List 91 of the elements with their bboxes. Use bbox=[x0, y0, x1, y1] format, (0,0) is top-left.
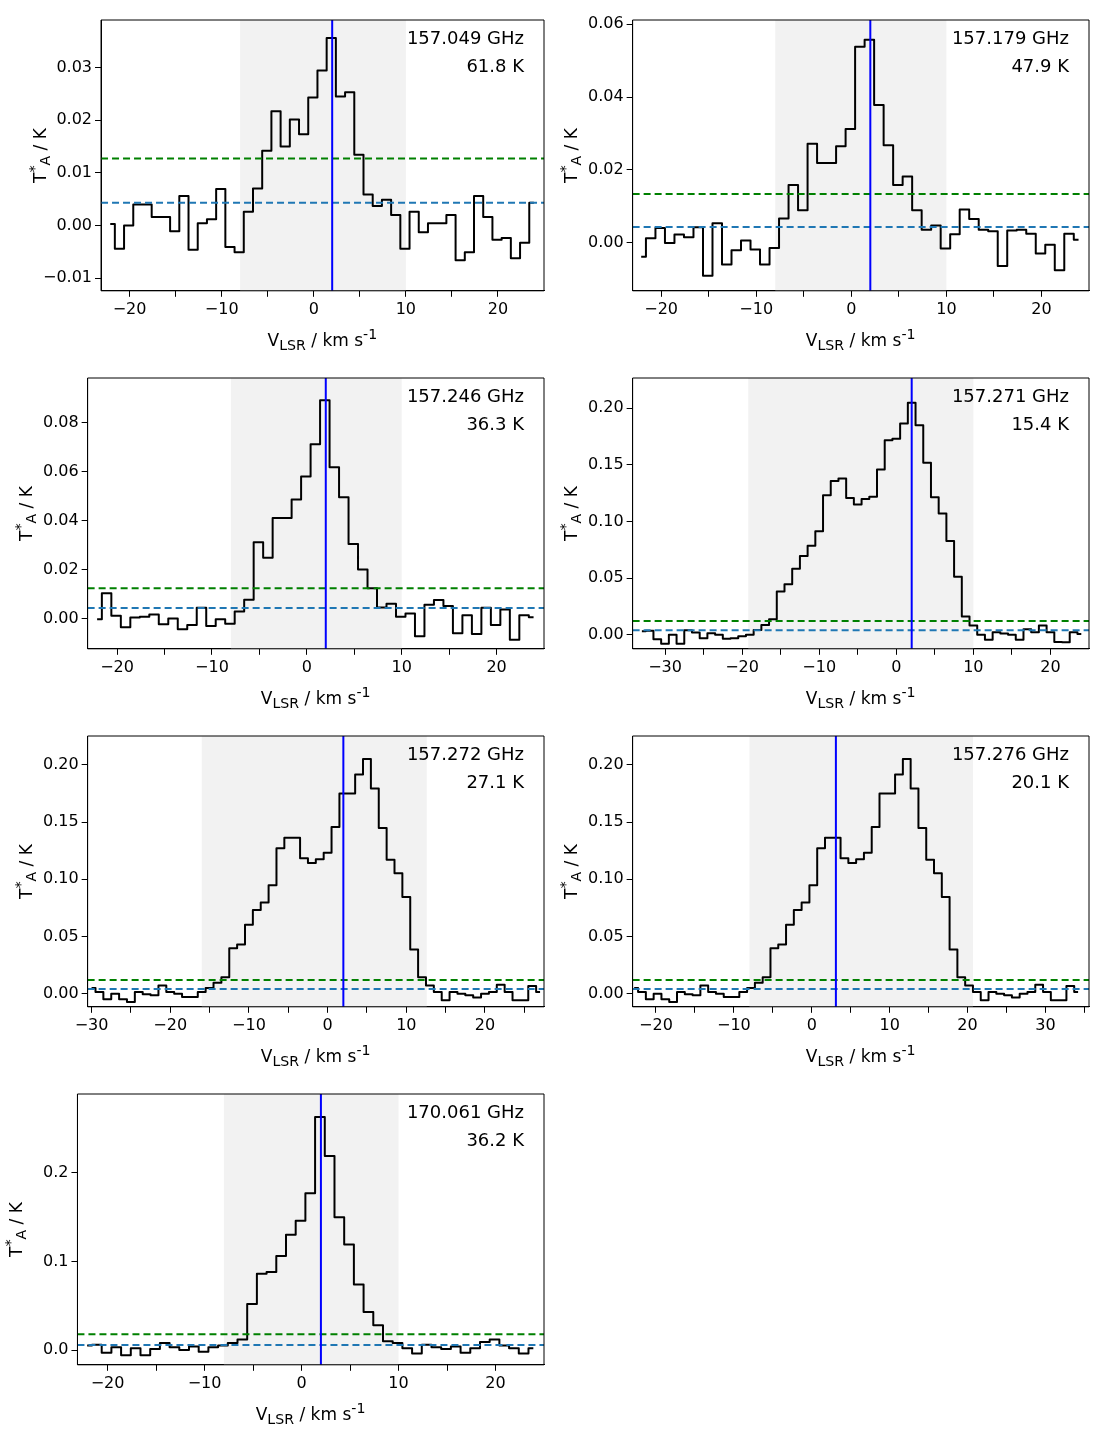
y-tick-label: 0.00 bbox=[588, 982, 624, 1002]
x-tick-label: −20 bbox=[644, 298, 679, 318]
y-tick-label: 0.15 bbox=[43, 811, 79, 831]
annotation: 47.9 K bbox=[1011, 54, 1071, 76]
y-tick-label: 0.0 bbox=[42, 1339, 69, 1359]
y-tick-label: 0.05 bbox=[43, 925, 79, 945]
x-axis-title: V$_{LSR}$ / km s$^{-1}$ bbox=[255, 1400, 366, 1428]
x-tick-label: 20 bbox=[957, 1014, 978, 1034]
y-tick-label: 0.20 bbox=[588, 754, 624, 774]
x-tick-label: 0 bbox=[308, 298, 319, 318]
x-tick-label: 20 bbox=[474, 1014, 496, 1034]
x-tick-label: −10 bbox=[232, 1014, 266, 1034]
y-tick-label: 0.1 bbox=[42, 1250, 69, 1270]
x-tick-label: −10 bbox=[204, 298, 239, 318]
x-tick-label: 20 bbox=[486, 656, 507, 676]
y-tick-label: 0.00 bbox=[588, 232, 624, 252]
y-tick-label: 0.2 bbox=[42, 1162, 69, 1181]
y-tick-label: 0.10 bbox=[43, 868, 79, 888]
annotation: 36.3 K bbox=[466, 412, 526, 434]
y-tick-label: 0.20 bbox=[588, 397, 624, 417]
x-tick-label: 20 bbox=[1040, 656, 1061, 676]
x-tick-label: 10 bbox=[963, 656, 984, 676]
x-tick-label: −20 bbox=[639, 1014, 673, 1034]
y-tick-label: 0.04 bbox=[43, 509, 79, 529]
x-tick-label: 10 bbox=[388, 1372, 409, 1392]
y-tick-label: 0.03 bbox=[56, 56, 93, 76]
annotation: 170.061 GHz bbox=[406, 1100, 524, 1122]
x-tick-label: 10 bbox=[936, 298, 957, 318]
annotation: 157.049 GHz bbox=[406, 26, 524, 48]
y-tick-label: 0.10 bbox=[588, 510, 624, 530]
y-tick-label: 0.08 bbox=[43, 412, 79, 432]
y-tick-label: 0.00 bbox=[588, 623, 624, 643]
y-tick-label: 0.00 bbox=[56, 214, 93, 234]
x-tick-label: 10 bbox=[396, 1014, 417, 1034]
x-axis-title: V$_{LSR}$ / km s$^{-1}$ bbox=[805, 1042, 916, 1070]
annotation: 36.2 K bbox=[466, 1128, 526, 1150]
y-tick-label: 0.00 bbox=[43, 607, 79, 627]
x-tick-label: 20 bbox=[1031, 298, 1052, 318]
x-axis-title: V$_{LSR}$ / km s$^{-1}$ bbox=[260, 684, 371, 712]
x-tick-label: 0 bbox=[301, 656, 312, 676]
annotation: 61.8 K bbox=[466, 54, 526, 76]
x-tick-label: −10 bbox=[187, 1372, 222, 1392]
x-tick-label: 10 bbox=[391, 656, 412, 676]
y-tick-label: 0.02 bbox=[588, 159, 624, 179]
x-tick-label: −10 bbox=[802, 656, 837, 676]
x-tick-label: −10 bbox=[716, 1014, 751, 1034]
annotation: 15.4 K bbox=[1011, 412, 1071, 434]
x-tick-label: −20 bbox=[90, 1372, 125, 1392]
y-tick-label: 0.00 bbox=[43, 982, 79, 1002]
x-tick-label: −20 bbox=[153, 1014, 188, 1034]
x-tick-label: 0 bbox=[806, 1014, 817, 1034]
x-tick-label: 0 bbox=[846, 298, 857, 318]
x-axis-title: V$_{LSR}$ / km s$^{-1}$ bbox=[805, 684, 916, 712]
y-tick-label: 0.15 bbox=[588, 454, 624, 474]
x-tick-label: 20 bbox=[487, 298, 509, 318]
y-tick-label: −0.01 bbox=[43, 267, 93, 287]
annotation: 157.179 GHz bbox=[951, 26, 1069, 48]
x-tick-label: −20 bbox=[112, 298, 147, 318]
y-tick-label: 0.05 bbox=[588, 925, 624, 945]
y-tick-label: 0.02 bbox=[43, 558, 79, 578]
annotation: 157.246 GHz bbox=[406, 384, 524, 406]
y-tick-label: 0.01 bbox=[56, 161, 93, 181]
y-tick-label: 0.05 bbox=[588, 567, 624, 587]
annotation: 157.276 GHz bbox=[951, 742, 1069, 764]
y-tick-label: 0.02 bbox=[56, 109, 93, 129]
y-tick-label: 0.10 bbox=[588, 868, 624, 888]
x-tick-label: −30 bbox=[648, 656, 682, 676]
x-tick-label: −10 bbox=[739, 298, 774, 318]
annotation: 20.1 K bbox=[1011, 770, 1071, 792]
x-tick-label: −20 bbox=[725, 656, 759, 676]
x-tick-label: 10 bbox=[879, 1014, 900, 1034]
y-tick-label: 0.06 bbox=[588, 13, 624, 33]
y-tick-label: 0.06 bbox=[43, 461, 79, 481]
x-axis-title: V$_{LSR}$ / km s$^{-1}$ bbox=[267, 326, 378, 354]
x-tick-label: −10 bbox=[195, 656, 229, 676]
annotation: 27.1 K bbox=[466, 770, 526, 792]
x-tick-label: 10 bbox=[395, 298, 417, 318]
x-axis-title: V$_{LSR}$ / km s$^{-1}$ bbox=[805, 326, 916, 354]
annotation: 157.271 GHz bbox=[951, 384, 1069, 406]
annotation: 157.272 GHz bbox=[406, 742, 524, 764]
x-tick-label: −20 bbox=[100, 656, 134, 676]
x-axis-title: V$_{LSR}$ / km s$^{-1}$ bbox=[260, 1042, 371, 1070]
x-tick-label: 20 bbox=[485, 1372, 506, 1392]
x-tick-label: −30 bbox=[74, 1014, 109, 1034]
y-tick-label: 0.20 bbox=[43, 754, 79, 774]
y-tick-label: 0.15 bbox=[588, 811, 624, 831]
x-tick-label: 0 bbox=[322, 1014, 333, 1034]
x-tick-label: 30 bbox=[1035, 1014, 1056, 1034]
y-tick-label: 0.04 bbox=[588, 86, 624, 106]
x-tick-label: 0 bbox=[891, 656, 902, 676]
x-tick-label: 0 bbox=[296, 1372, 307, 1392]
